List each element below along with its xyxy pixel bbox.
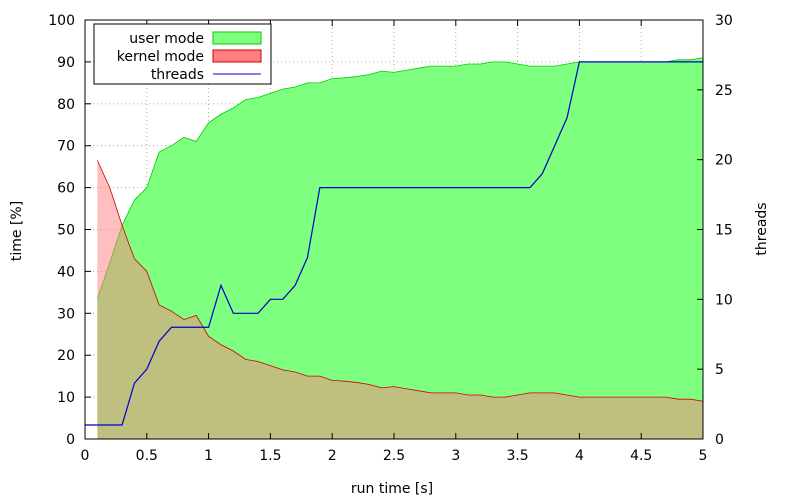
y-tick-label: 10: [57, 390, 75, 406]
y2-tick-label: 0: [715, 432, 724, 448]
y-tick-label: 90: [57, 55, 75, 71]
legend-label-threads: threads: [151, 67, 204, 83]
y-tick-label: 100: [48, 13, 75, 29]
y-axis-label: time [%]: [9, 201, 25, 261]
y-tick-label: 40: [57, 264, 75, 280]
y2-tick-label: 5: [715, 362, 724, 378]
x-tick-label: 0.5: [136, 448, 158, 464]
y-tick-label: 80: [57, 97, 75, 113]
line-series-layer: [85, 61, 703, 426]
legend: user mode kernel mode threads: [93, 23, 272, 85]
y-tick-label: 60: [57, 181, 75, 197]
y2-tick-label: 30: [715, 13, 733, 29]
legend-swatch-kernel-mode: [212, 49, 262, 63]
x-tick-label: 0: [81, 448, 90, 464]
y2-tick-label: 10: [715, 292, 733, 308]
x-tick-label: 3: [451, 448, 460, 464]
y-tick-label: 0: [66, 432, 75, 448]
line-threads: [85, 61, 703, 426]
y-tick-label: 30: [57, 306, 75, 322]
area-kernel-mode: [97, 160, 704, 440]
ticks: 0 0.5 1 1.5 2 2.5 3 3.5 4 4.5 50102030405060708090…: [48, 13, 733, 464]
x-tick-label: 2.5: [383, 448, 405, 464]
area-series-layer: [96, 57, 704, 440]
x-tick-label: 4.5: [630, 448, 652, 464]
y2-tick-label: 20: [715, 153, 733, 169]
y-tick-label: 50: [57, 223, 75, 239]
y2-tick-label: 15: [715, 223, 733, 239]
legend-swatch-user-mode: [212, 31, 262, 45]
x-tick-label: 1: [204, 448, 213, 464]
y-tick-label: 20: [57, 348, 75, 364]
y2-tick-label: 25: [715, 83, 733, 99]
x-tick-label: 2: [328, 448, 337, 464]
x-tick-label: 1.5: [259, 448, 281, 464]
x-axis-label: run time [s]: [351, 481, 433, 497]
y-tick-label: 70: [57, 139, 75, 155]
area-edge-kernel-mode: [96, 160, 704, 402]
x-tick-label: 4: [575, 448, 584, 464]
legend-label-kernel-mode: kernel mode: [117, 49, 204, 65]
y2-axis-label: threads: [754, 202, 770, 255]
x-tick-label: 3.5: [506, 448, 528, 464]
legend-label-user-mode: user mode: [129, 31, 204, 47]
x-tick-label: 5: [699, 448, 708, 464]
